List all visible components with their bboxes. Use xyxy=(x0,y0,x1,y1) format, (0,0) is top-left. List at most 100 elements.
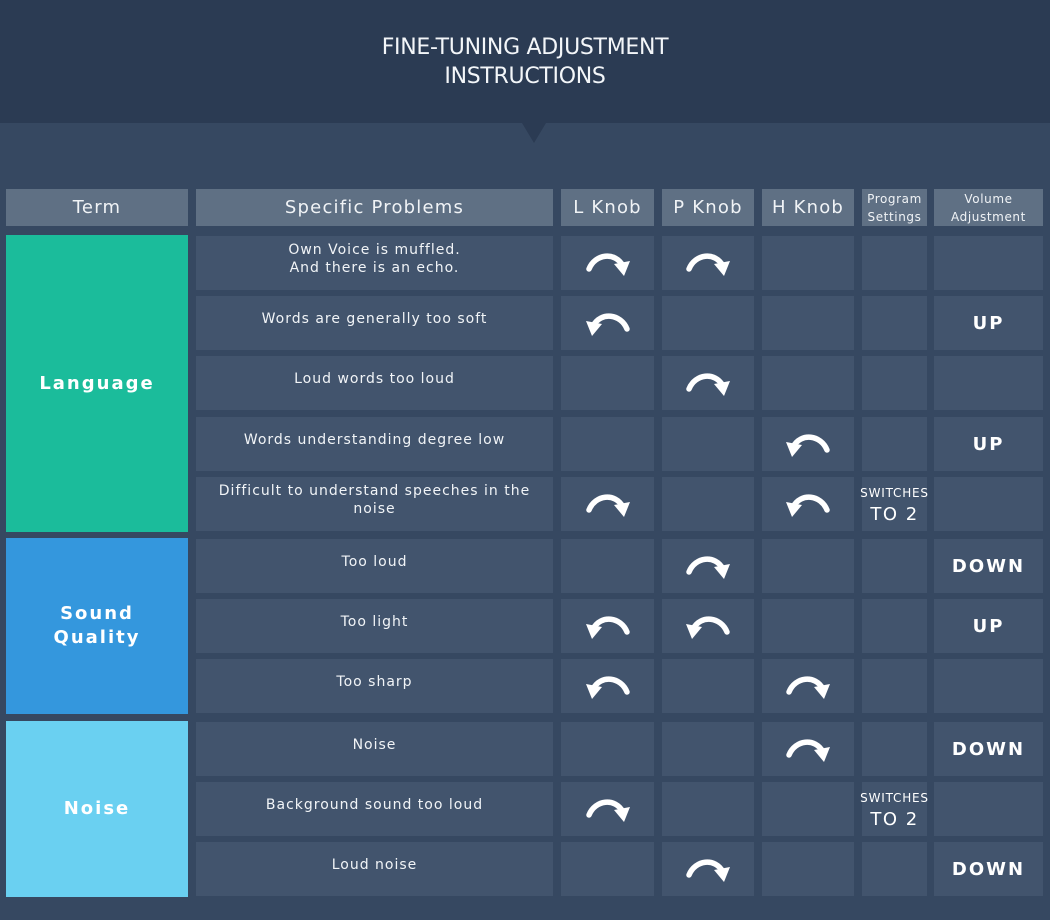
rotate-counterclockwise-icon xyxy=(585,313,630,336)
term-noise-cell: Noise xyxy=(6,721,188,897)
term-label: Language xyxy=(39,372,155,394)
header-line: Program xyxy=(867,191,922,206)
rotate-counterclockwise-icon xyxy=(585,676,630,699)
rotate-clockwise-icon xyxy=(686,253,730,276)
column-header-program-settings: Program Settings xyxy=(862,189,927,226)
program-settings-cell: SWITCHES TO 2 xyxy=(860,477,929,531)
rotate-counterclockwise-icon xyxy=(585,616,630,639)
volume-adjustment-cell: UP xyxy=(934,417,1043,471)
p-knob-cell xyxy=(662,722,754,776)
l-knob-cell xyxy=(561,477,654,531)
program-setting-text: SWITCHES xyxy=(860,486,929,500)
rotate-clockwise-icon xyxy=(585,253,630,276)
p-knob-cell xyxy=(662,659,754,713)
problem-cell: Loud words too loud xyxy=(196,356,553,410)
h-knob-cell xyxy=(762,659,854,713)
h-knob-cell xyxy=(762,296,854,350)
rotate-counterclockwise-icon xyxy=(786,494,830,517)
p-knob-cell xyxy=(662,477,754,531)
h-knob-cell xyxy=(762,722,854,776)
volume-value: UP xyxy=(972,433,1005,455)
volume-value: DOWN xyxy=(951,858,1026,880)
header xyxy=(0,0,1050,123)
problem-cell: Too loud xyxy=(196,539,553,593)
program-settings-cell xyxy=(862,539,927,593)
problem-cell: Too light xyxy=(196,599,553,653)
column-header-h-knob: H Knob xyxy=(762,189,854,226)
rotate-clockwise-icon xyxy=(686,373,730,396)
l-knob-cell xyxy=(561,782,654,836)
p-knob-cell xyxy=(662,417,754,471)
problem-text: Loud noise xyxy=(331,857,418,873)
h-knob-cell xyxy=(762,782,854,836)
problem-text: Words are generally too soft xyxy=(261,311,488,327)
h-knob-cell xyxy=(762,417,854,471)
l-knob-cell xyxy=(561,722,654,776)
l-knob-cell xyxy=(561,236,654,290)
column-header-l-knob: L Knob xyxy=(561,189,654,226)
rotate-counterclockwise-icon xyxy=(786,434,830,457)
p-knob-cell xyxy=(662,356,754,410)
problem-text: Background sound too loud xyxy=(265,797,484,813)
problem-cell: Noise xyxy=(196,722,553,776)
term-label: Sound xyxy=(60,603,134,624)
problem-text: Own Voice is muffled. xyxy=(288,242,461,258)
rotate-clockwise-icon xyxy=(786,739,830,762)
problem-text: Too light xyxy=(340,614,409,630)
problem-cell: Difficult to understand speeches in the … xyxy=(196,477,553,531)
title-line: INSTRUCTIONS xyxy=(444,64,606,89)
l-knob-cell xyxy=(561,659,654,713)
problem-cell: Background sound too loud xyxy=(196,782,553,836)
problem-text: Difficult to understand speeches in the … xyxy=(218,483,531,517)
h-knob-cell xyxy=(762,539,854,593)
term-sound-quality-cell: Sound Quality xyxy=(6,538,188,714)
volume-value: DOWN xyxy=(951,555,1026,577)
program-settings-cell xyxy=(862,659,927,713)
volume-adjustment-cell xyxy=(934,356,1043,410)
volume-adjustment-cell: UP xyxy=(934,296,1043,350)
header-pointer xyxy=(522,123,546,143)
program-settings-cell xyxy=(862,356,927,410)
rotate-counterclockwise-icon xyxy=(686,616,730,639)
term-label: Quality xyxy=(53,627,141,648)
problem-cell: Words are generally too soft xyxy=(196,296,553,350)
column-header-specific-problems: Specific Problems xyxy=(196,189,553,226)
h-knob-cell xyxy=(762,599,854,653)
p-knob-cell xyxy=(662,599,754,653)
l-knob-cell xyxy=(561,417,654,471)
l-knob-cell xyxy=(561,539,654,593)
rotate-clockwise-icon xyxy=(686,556,730,579)
title-line: FINE-TUNING ADJUSTMENT xyxy=(381,35,669,60)
column-header-term: Term xyxy=(6,189,188,226)
header-line: Settings xyxy=(867,209,922,224)
problem-text: Words understanding degree low xyxy=(243,432,506,448)
program-settings-cell: SWITCHES TO 2 xyxy=(860,782,928,836)
volume-adjustment-cell: DOWN xyxy=(934,539,1043,593)
h-knob-cell xyxy=(762,356,854,410)
volume-value: UP xyxy=(972,615,1005,637)
rotate-clockwise-icon xyxy=(585,494,630,517)
rotate-clockwise-icon xyxy=(786,676,830,699)
program-settings-cell xyxy=(862,296,927,350)
volume-adjustment-cell: UP xyxy=(934,599,1043,653)
program-settings-cell xyxy=(862,417,927,471)
column-header-volume-adjustment: Volume Adjustment xyxy=(934,189,1043,226)
volume-adjustment-cell xyxy=(934,659,1043,713)
h-knob-cell xyxy=(762,477,854,531)
volume-adjustment-cell: DOWN xyxy=(934,722,1043,776)
l-knob-cell xyxy=(561,599,654,653)
term-language-cell: Language xyxy=(6,235,188,532)
header-line: Volume xyxy=(964,191,1013,206)
h-knob-cell xyxy=(762,842,854,896)
rotate-clockwise-icon xyxy=(686,859,730,882)
p-knob-cell xyxy=(662,842,754,896)
p-knob-cell xyxy=(662,296,754,350)
p-knob-cell xyxy=(662,236,754,290)
problem-text: Too sharp xyxy=(336,674,413,690)
l-knob-cell xyxy=(561,842,654,896)
page-title: FINE-TUNING ADJUSTMENT INSTRUCTIONS xyxy=(0,33,1050,91)
volume-adjustment-cell xyxy=(934,236,1043,290)
volume-adjustment-cell xyxy=(934,782,1043,836)
program-settings-cell xyxy=(862,599,927,653)
problem-text: And there is an echo. xyxy=(289,260,460,276)
